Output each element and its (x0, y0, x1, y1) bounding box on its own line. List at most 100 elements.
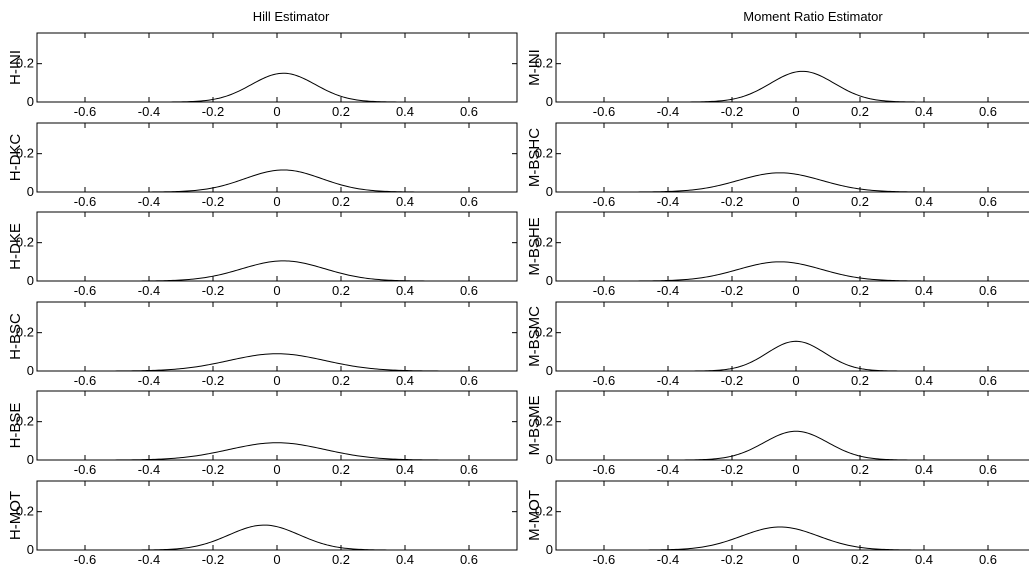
y-tick-label: 0.2 (16, 56, 34, 71)
density-curve (37, 524, 517, 551)
y-tick-label: 0.2 (16, 414, 34, 429)
x-tick-label: -0.6 (74, 194, 96, 209)
y-tick-label: 0.2 (16, 504, 34, 519)
x-tick-label: -0.6 (593, 373, 615, 388)
panel-h-dke: -0.6 -0.4 -0.2 0 0.2 0.4 0.600.2H-DKE (7, 211, 518, 298)
x-tick-label: -0.6 (74, 552, 96, 567)
density-curve (37, 353, 517, 372)
x-tick-label: -0.2 (202, 462, 224, 477)
density-curve (556, 172, 1029, 193)
plot-frame (555, 122, 1029, 193)
x-tick-label: -0.4 (657, 283, 679, 298)
y-tick-label: 0 (546, 542, 553, 557)
x-tick-label: 0.6 (460, 373, 478, 388)
x-tick-label: -0.6 (74, 104, 96, 119)
panel-m-bsme: -0.6 -0.4 -0.2 0 0.2 0.4 0.600.2M-BSME (526, 390, 1029, 477)
y-tick-label: 0 (27, 273, 34, 288)
y-tick-label: 0.2 (535, 325, 553, 340)
x-tick-label: 0.6 (460, 194, 478, 209)
y-tick-label: 0.2 (16, 325, 34, 340)
x-tick-label: -0.4 (657, 104, 679, 119)
x-tick-label: 0.4 (915, 283, 933, 298)
density-curve (37, 260, 517, 282)
density-curve (37, 72, 517, 103)
panel-m-bshe: -0.6 -0.4 -0.2 0 0.2 0.4 0.600.2M-BSHE (526, 211, 1029, 298)
y-axis-label: M-BSHC (526, 128, 543, 187)
x-tick-label: 0.4 (396, 373, 414, 388)
panel-m-ini: -0.6 -0.4 -0.2 0 0.2 0.4 0.600.2M-INI (526, 32, 1029, 119)
x-tick-label: -0.4 (138, 462, 160, 477)
x-tick-label: 0.2 (332, 552, 350, 567)
x-tick-label: -0.6 (593, 462, 615, 477)
x-tick-label: -0.2 (721, 552, 743, 567)
x-tick-label: 0.6 (979, 283, 997, 298)
panel-h-bsc: -0.6 -0.4 -0.2 0 0.2 0.4 0.600.2H-BSC (7, 301, 518, 388)
y-tick-label: 0 (546, 94, 553, 109)
plot-frame (555, 211, 1029, 282)
x-tick-label: 0.4 (915, 462, 933, 477)
y-tick-label: 0 (27, 542, 34, 557)
x-tick-label: -0.6 (74, 462, 96, 477)
x-tick-label: -0.6 (593, 552, 615, 567)
y-tick-label: 0 (27, 452, 34, 467)
y-tick-label: 0 (27, 184, 34, 199)
x-tick-label: 0 (273, 373, 280, 388)
x-tick-label: 0.2 (332, 373, 350, 388)
y-axis-label: M-BSHE (526, 217, 543, 275)
y-tick-label: 0 (27, 94, 34, 109)
plot-frame (36, 480, 518, 551)
x-tick-label: 0.2 (332, 104, 350, 119)
x-tick-label: -0.4 (657, 373, 679, 388)
y-axis-label: H-BSC (7, 313, 24, 360)
y-tick-label: 0 (27, 363, 34, 378)
x-tick-label: 0 (792, 462, 799, 477)
plot-frame (36, 122, 518, 193)
x-tick-label: 0.6 (979, 104, 997, 119)
x-tick-label: 0.6 (460, 552, 478, 567)
y-tick-label: 0.2 (535, 414, 553, 429)
x-tick-label: 0 (792, 104, 799, 119)
x-tick-label: 0.2 (851, 552, 869, 567)
x-tick-label: -0.2 (202, 552, 224, 567)
density-curve (556, 430, 1029, 461)
x-tick-label: 0 (273, 104, 280, 119)
x-tick-label: -0.2 (721, 462, 743, 477)
x-tick-label: -0.2 (721, 373, 743, 388)
x-tick-label: 0 (273, 283, 280, 298)
x-tick-label: 0.6 (979, 462, 997, 477)
y-tick-label: 0.2 (535, 235, 553, 250)
x-tick-label: 0 (792, 373, 799, 388)
x-tick-label: 0.6 (979, 373, 997, 388)
x-tick-label: 0 (792, 552, 799, 567)
x-tick-label: -0.4 (657, 552, 679, 567)
x-tick-label: 0 (273, 462, 280, 477)
plot-frame (36, 301, 518, 372)
density-curve (37, 169, 517, 193)
y-axis-label: H-INI (7, 50, 24, 85)
y-axis-label: M-BSMC (526, 306, 543, 367)
y-tick-label: 0 (546, 184, 553, 199)
x-tick-label: 0.2 (851, 462, 869, 477)
y-axis-label: M-MOT (526, 490, 543, 541)
x-tick-label: 0.2 (332, 462, 350, 477)
x-tick-label: 0.4 (396, 462, 414, 477)
panels-grid: -0.6 -0.4 -0.2 0 0.2 0.4 0.600.2H-INI-0.6 -0.4-… (7, 32, 1029, 567)
x-tick-label: 0.4 (396, 104, 414, 119)
x-tick-label: -0.4 (138, 104, 160, 119)
y-tick-label: 0.2 (535, 504, 553, 519)
y-axis-label: M-BSME (526, 396, 543, 456)
density-curve (556, 340, 1029, 372)
x-tick-label: 0.4 (396, 552, 414, 567)
x-tick-label: 0.4 (915, 104, 933, 119)
density-curve (37, 442, 517, 461)
y-tick-label: 0.2 (16, 235, 34, 250)
x-tick-label: 0.2 (851, 104, 869, 119)
y-tick-label: 0.2 (16, 146, 34, 161)
x-tick-label: 0 (273, 552, 280, 567)
density-curve (556, 526, 1029, 551)
density-curve (556, 70, 1029, 103)
x-tick-label: -0.6 (593, 283, 615, 298)
x-tick-label: 0.6 (460, 283, 478, 298)
x-tick-label: 0.2 (851, 194, 869, 209)
